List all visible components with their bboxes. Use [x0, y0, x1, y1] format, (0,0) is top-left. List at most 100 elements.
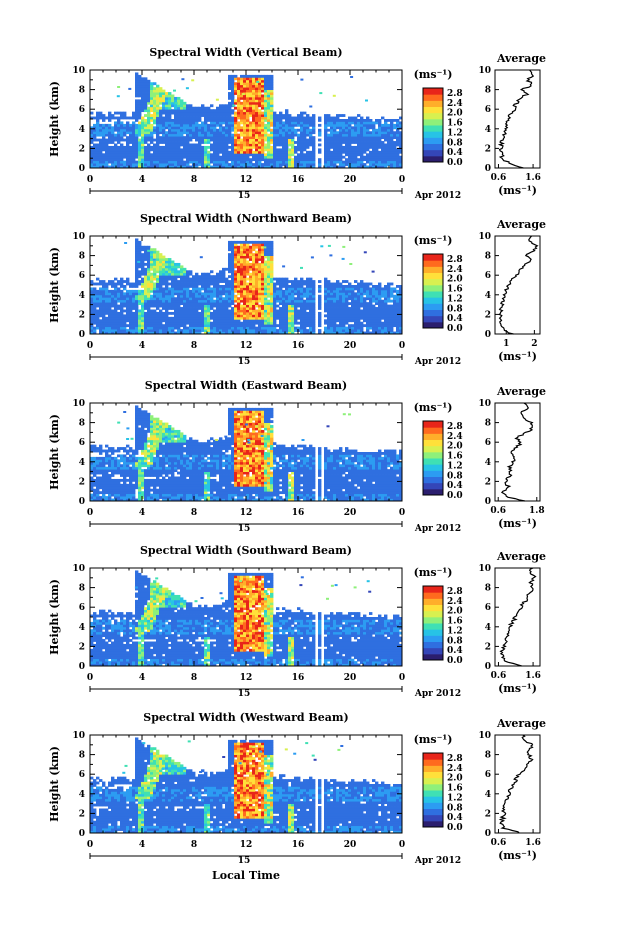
heatmap-cell [345, 119, 349, 122]
heatmap-cell [222, 133, 226, 137]
heatmap-cell [90, 297, 94, 301]
heatmap-cell [165, 109, 169, 113]
heatmap-cell [345, 321, 349, 325]
heatmap-cell [333, 148, 337, 152]
heatmap-cell [252, 94, 256, 98]
heatmap-cell [279, 121, 283, 125]
heatmap-cell [138, 133, 142, 137]
heatmap-cell [204, 160, 208, 164]
y-axis-label: Height (km) [48, 81, 61, 157]
heatmap-cell [324, 307, 328, 310]
heatmap-cell [90, 326, 94, 330]
heatmap-cell [126, 280, 130, 283]
heatmap-cell [219, 121, 223, 125]
heatmap-cell [111, 114, 115, 117]
heatmap-cell [213, 114, 217, 117]
heatmap-cell [102, 297, 106, 301]
heatmap-cell [195, 326, 199, 330]
heatmap-cell [189, 319, 193, 323]
heatmap-cell [126, 289, 130, 293]
heatmap-cell [204, 289, 208, 293]
heatmap-cell [396, 143, 400, 147]
heatmap-cell [252, 84, 256, 88]
heatmap-cell [135, 133, 139, 137]
heatmap-cell [90, 294, 94, 298]
heatmap-cell [102, 145, 106, 149]
heatmap-cell [120, 150, 124, 154]
heatmap-cell [258, 324, 262, 328]
heatmap-cell [267, 262, 271, 266]
heatmap-cell [165, 165, 169, 169]
heatmap-cell [180, 285, 184, 288]
heatmap-cell [273, 309, 277, 313]
heatmap-cell [384, 153, 388, 157]
heatmap-cell [246, 260, 250, 264]
heatmap-cell [180, 282, 184, 286]
heatmap-cell [327, 292, 331, 296]
heatmap-cell [234, 324, 238, 328]
heatmap-cell [177, 319, 181, 323]
heatmap-cell [150, 277, 154, 281]
heatmap-cell [201, 292, 205, 296]
heatmap-cell [237, 285, 241, 288]
heatmap-cell [174, 272, 178, 276]
heatmap-cell [279, 141, 283, 144]
heatmap-cell [159, 311, 163, 315]
heatmap-cell [291, 123, 295, 127]
heatmap-cell [273, 128, 277, 132]
heatmap-cell [264, 84, 268, 88]
heatmap-cell [249, 304, 253, 308]
heatmap-cell [330, 294, 334, 298]
heatmap-cell [117, 111, 121, 115]
heatmap-cell [264, 104, 268, 108]
heatmap-cell [393, 143, 397, 147]
heatmap-cell [243, 253, 247, 256]
heatmap-cell [117, 316, 121, 320]
heatmap-cell [240, 74, 244, 78]
heatmap-cell [261, 119, 265, 122]
heatmap-cell [141, 145, 145, 149]
heatmap-cell [153, 316, 157, 320]
heatmap-cell [180, 292, 184, 296]
heatmap-cell [243, 255, 247, 259]
heatmap-cell [270, 131, 274, 135]
heatmap-cell [201, 282, 205, 286]
heatmap-cell [324, 277, 328, 281]
heatmap-cell [279, 331, 283, 335]
heatmap-cell [156, 143, 160, 147]
heatmap-cell [300, 133, 304, 137]
heatmap-cell [150, 89, 154, 93]
heatmap-cell [228, 114, 232, 117]
heatmap-cell [333, 123, 337, 127]
heatmap-cell [306, 321, 310, 325]
heatmap-cell [318, 116, 322, 120]
heatmap-cell [330, 116, 334, 120]
heatmap-cell [222, 128, 226, 132]
heatmap-cell [192, 326, 196, 330]
heatmap-cell [165, 287, 169, 291]
heatmap-cell [369, 326, 373, 330]
heatmap-cell [234, 138, 238, 142]
heatmap-cell [255, 104, 259, 108]
heatmap-cell [162, 104, 166, 108]
heatmap-cell [180, 287, 184, 291]
heatmap-cell [120, 138, 124, 142]
heatmap-cell [276, 304, 280, 308]
heatmap-cell [300, 282, 304, 286]
heatmap-cell [336, 145, 340, 149]
heatmap-cell [141, 270, 145, 274]
heatmap-cell [141, 101, 145, 105]
heatmap-cell [162, 304, 166, 308]
heatmap-cell [255, 316, 259, 320]
heatmap-cell [171, 321, 175, 325]
heatmap-cell [150, 316, 154, 320]
heatmap-cell [147, 304, 151, 308]
heatmap-cell [99, 321, 103, 325]
heatmap-cell [207, 316, 211, 320]
heatmap-cell [195, 106, 199, 110]
heatmap-cell [138, 111, 142, 115]
heatmap-cell [198, 143, 202, 147]
heatmap-cell [264, 158, 268, 162]
heatmap-cell [339, 324, 343, 328]
heatmap-cell [243, 314, 247, 318]
